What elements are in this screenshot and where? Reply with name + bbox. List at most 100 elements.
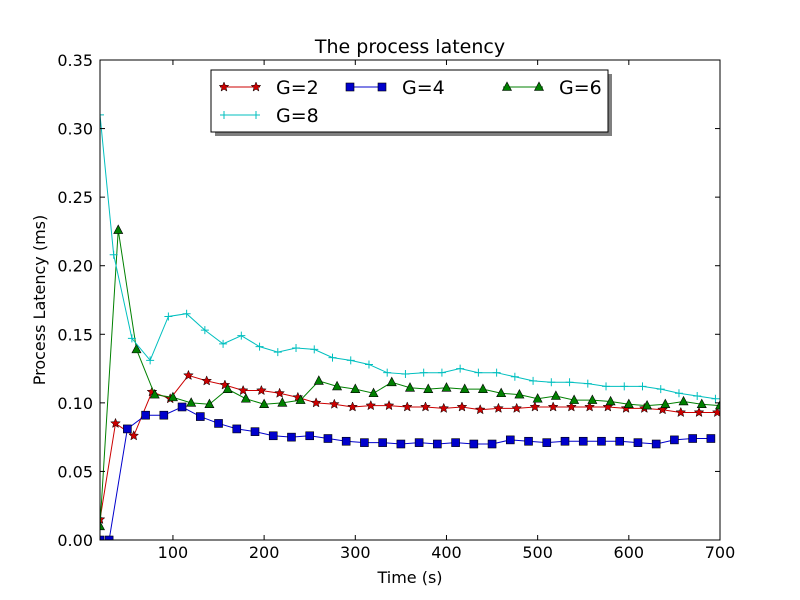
y-tick-label: 0.05 bbox=[57, 462, 93, 481]
data-point bbox=[167, 391, 178, 402]
data-point bbox=[222, 383, 233, 393]
data-point bbox=[696, 398, 707, 409]
axis-ticks: 100 200 300 400 500 600 700 0.00 0.05 0.10 0.15 0.2… bbox=[57, 51, 735, 562]
data-point bbox=[146, 356, 155, 365]
data-point bbox=[492, 368, 501, 377]
plot-area-frame bbox=[99, 59, 721, 541]
data-point bbox=[237, 384, 249, 396]
data-point bbox=[469, 439, 479, 449]
data-point bbox=[383, 399, 395, 411]
data-point bbox=[437, 368, 446, 377]
data-point bbox=[292, 391, 304, 402]
data-point bbox=[313, 375, 324, 385]
data-point bbox=[368, 387, 379, 398]
data-point bbox=[433, 439, 442, 449]
data-point bbox=[273, 348, 282, 357]
data-point bbox=[250, 427, 260, 436]
legend-item: G=8 bbox=[220, 105, 319, 127]
data-point bbox=[587, 394, 598, 404]
y-tick-label: 0.00 bbox=[57, 531, 93, 550]
data-point bbox=[255, 384, 267, 396]
x-tick-label: 300 bbox=[340, 543, 371, 562]
legend-marker bbox=[220, 111, 228, 119]
data-point bbox=[255, 342, 264, 351]
y-tick-label: 0.35 bbox=[57, 51, 93, 70]
data-point bbox=[396, 439, 406, 449]
data-point bbox=[456, 364, 465, 373]
data-point bbox=[401, 370, 410, 379]
series-g-6 bbox=[100, 224, 720, 531]
y-tick-label: 0.15 bbox=[57, 325, 93, 344]
legend-label: G=4 bbox=[402, 77, 445, 99]
data-point bbox=[451, 438, 460, 447]
data-point bbox=[615, 436, 625, 446]
x-tick-label: 500 bbox=[522, 543, 553, 562]
data-point bbox=[657, 404, 668, 415]
data-point bbox=[477, 383, 488, 393]
data-point bbox=[459, 383, 470, 393]
data-point bbox=[693, 406, 705, 418]
series-g-8 bbox=[100, 110, 720, 403]
data-point bbox=[547, 401, 559, 412]
legend-marker bbox=[502, 81, 512, 91]
x-axis-title: Time (s) bbox=[376, 568, 442, 587]
data-point bbox=[565, 378, 574, 387]
x-tick-label: 200 bbox=[249, 543, 280, 562]
data-point bbox=[401, 401, 413, 412]
data-point bbox=[365, 399, 377, 411]
data-point bbox=[529, 376, 538, 385]
data-point bbox=[295, 394, 306, 404]
data-point bbox=[100, 520, 105, 531]
data-point bbox=[164, 312, 173, 321]
data-point bbox=[237, 331, 246, 340]
data-point bbox=[511, 402, 523, 413]
legend: G=2 G=4 G=6 G=8 bbox=[210, 69, 612, 136]
data-point bbox=[605, 395, 616, 406]
data-point bbox=[360, 438, 369, 447]
data-point bbox=[675, 406, 687, 418]
legend-label: G=8 bbox=[276, 105, 319, 127]
data-point bbox=[583, 379, 592, 388]
data-point bbox=[405, 382, 415, 392]
series-layer bbox=[100, 110, 720, 540]
data-point bbox=[532, 393, 543, 403]
data-point bbox=[127, 334, 136, 343]
data-point bbox=[182, 309, 191, 318]
series-line bbox=[100, 374, 718, 520]
data-point bbox=[274, 387, 286, 398]
legend-item: G=4 bbox=[345, 77, 445, 99]
data-point bbox=[232, 424, 242, 434]
data-point bbox=[204, 398, 215, 409]
legend-item: G=2 bbox=[218, 77, 319, 99]
data-point bbox=[565, 401, 577, 412]
data-point bbox=[674, 389, 683, 398]
data-point bbox=[474, 404, 486, 415]
data-point bbox=[186, 397, 197, 407]
data-point bbox=[505, 435, 515, 445]
data-point bbox=[423, 383, 434, 393]
data-point bbox=[550, 390, 561, 400]
data-point bbox=[670, 435, 679, 445]
data-point bbox=[420, 401, 431, 412]
data-point bbox=[656, 385, 665, 394]
data-point bbox=[602, 382, 611, 391]
series-g-4 bbox=[100, 402, 716, 540]
data-point bbox=[638, 382, 647, 391]
data-point bbox=[597, 436, 606, 446]
data-point bbox=[146, 386, 158, 397]
data-point bbox=[219, 379, 231, 390]
data-point bbox=[277, 397, 288, 407]
series-line bbox=[100, 114, 716, 400]
data-point bbox=[487, 439, 497, 449]
chart-title: The process latency bbox=[314, 36, 505, 58]
data-point bbox=[706, 434, 716, 443]
x-tick-label: 400 bbox=[431, 543, 462, 562]
legend-marker bbox=[252, 111, 260, 119]
data-point bbox=[240, 393, 251, 403]
data-point bbox=[378, 438, 387, 447]
data-point bbox=[542, 438, 552, 447]
data-point bbox=[292, 344, 301, 352]
data-point bbox=[128, 430, 140, 441]
data-point bbox=[214, 419, 223, 428]
data-point bbox=[688, 434, 697, 443]
